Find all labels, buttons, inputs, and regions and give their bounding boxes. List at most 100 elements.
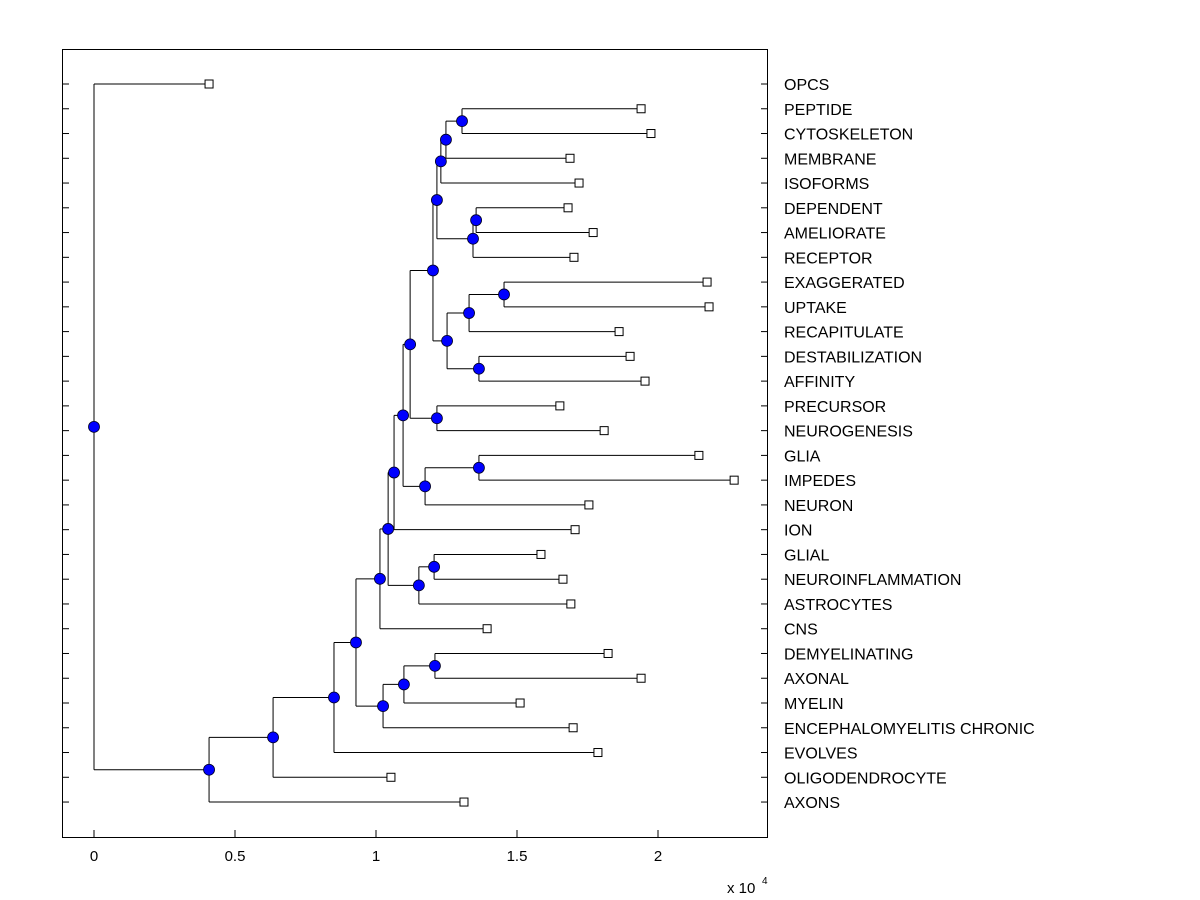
x-multiplier-exponent: 4 [762, 876, 768, 887]
leaf-marker [729, 475, 739, 485]
node-marker [473, 461, 485, 474]
leaf-label: DESTABILIZATION [784, 349, 922, 366]
node-marker [412, 579, 425, 592]
x-tick-label: 0.5 [225, 848, 246, 865]
node-marker [473, 362, 485, 375]
leaf-marker [459, 797, 469, 807]
node-marker [328, 691, 340, 704]
leaf-label: UPTAKE [784, 300, 847, 317]
leaf-marker [565, 153, 575, 163]
leaf-label: GLIA [784, 448, 821, 465]
leaf-marker [568, 723, 578, 733]
plot-area [62, 49, 768, 838]
leaf-marker [555, 401, 565, 411]
leaf-marker [563, 203, 573, 213]
leaf-label: ISOFORMS [784, 176, 869, 193]
leaf-label: AFFINITY [784, 374, 855, 391]
leaf-label: OPCS [784, 77, 829, 94]
node-marker [467, 232, 479, 245]
x-tick-label: 1.5 [507, 848, 528, 865]
leaf-marker [636, 104, 646, 114]
node-marker [431, 194, 443, 206]
node-marker [398, 678, 410, 691]
x-tick-label: 1 [372, 848, 380, 865]
leaf-marker [646, 129, 656, 139]
leaf-marker [599, 426, 609, 436]
leaf-label: AMELIORATE [784, 226, 886, 243]
node-marker [203, 763, 215, 776]
leaf-label: NEUROGENESIS [784, 424, 913, 441]
leaf-marker [574, 178, 584, 188]
leaf-marker [593, 748, 603, 758]
leaf-label: DEMYELINATING [784, 646, 914, 663]
node-marker [388, 466, 400, 479]
leaf-label: GLIAL [784, 547, 829, 564]
node-marker [404, 338, 417, 351]
leaf-label: AXONS [784, 795, 840, 812]
leaf-label: OLIGODENDROCYTE [784, 770, 947, 787]
leaf-marker [569, 252, 579, 262]
leaf-label: RECAPITULATE [784, 325, 904, 342]
leaf-marker [204, 79, 214, 89]
leaf-marker [515, 698, 525, 708]
leaf-marker [625, 351, 635, 361]
node-marker [397, 409, 409, 422]
node-marker [374, 572, 386, 585]
leaf-label: IMPEDES [784, 473, 856, 490]
leaf-marker [570, 525, 580, 535]
node-marker [382, 523, 395, 535]
leaf-marker [584, 500, 594, 510]
leaf-marker [640, 376, 650, 386]
x-multiplier-label: x 10 [727, 880, 755, 897]
leaf-marker [702, 277, 712, 287]
node-marker [470, 214, 483, 227]
node-marker [463, 307, 475, 319]
leaf-marker [536, 549, 546, 559]
node-marker [429, 659, 441, 672]
leaf-label: CYTOSKELETON [784, 127, 913, 144]
leaf-label: ASTROCYTES [784, 597, 892, 614]
node-marker [377, 700, 389, 712]
leaf-label: MYELIN [784, 696, 844, 713]
leaf-marker [704, 302, 714, 312]
dendrogram-links [93, 83, 735, 803]
leaf-marker [588, 228, 598, 238]
node-marker [441, 334, 453, 347]
leaf-marker [603, 648, 613, 658]
leaf-marker [636, 673, 646, 683]
axis-ticks: 0 0.5 1 1.5 2 [62, 83, 768, 865]
leaf-label: NEURON [784, 498, 853, 515]
leaf-marker [386, 772, 396, 782]
node-marker [431, 412, 443, 425]
leaf-label: PEPTIDE [784, 102, 852, 119]
leaf-label: EVOLVES [784, 746, 858, 763]
node-marker [434, 155, 447, 168]
leaf-label: AXONAL [784, 671, 849, 688]
node-marker [419, 480, 431, 493]
leaf-marker [566, 599, 576, 609]
node-marker [440, 133, 452, 146]
node-marker [456, 115, 468, 128]
node-marker [427, 264, 439, 277]
leaf-label: ION [784, 523, 812, 540]
leaf-label: DEPENDENT [784, 201, 883, 218]
node-marker [267, 731, 279, 744]
node-marker [350, 636, 362, 649]
leaf-label: PRECURSOR [784, 399, 886, 416]
leaf-marker [482, 624, 492, 634]
leaf-label: EXAGGERATED [784, 275, 905, 292]
leaf-marker [558, 574, 568, 584]
leaf-marker [694, 450, 704, 460]
leaf-label: RECEPTOR [784, 250, 873, 267]
x-tick-label: 0 [90, 848, 98, 865]
leaf-label: NEUROINFLAMMATION [784, 572, 961, 589]
node-marker [88, 420, 100, 433]
leaf-marker [614, 327, 624, 337]
dendrogram-markers [88, 79, 739, 807]
leaf-label: MEMBRANE [784, 151, 876, 168]
node-marker [498, 288, 510, 301]
leaf-label: CNS [784, 622, 818, 639]
node-marker [428, 560, 440, 573]
x-tick-label: 2 [654, 848, 662, 865]
